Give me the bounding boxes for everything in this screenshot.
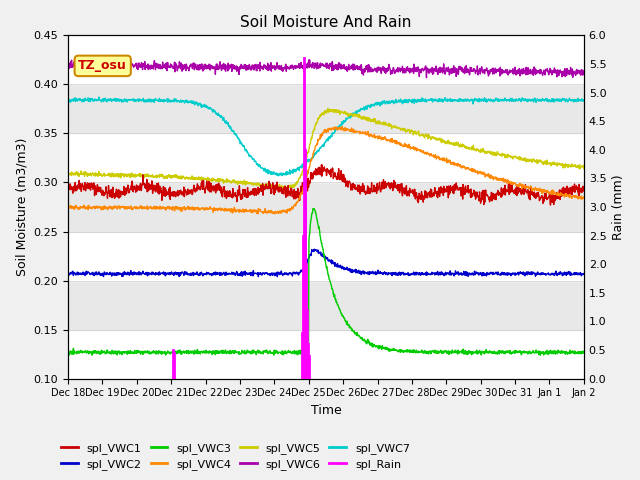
Bar [68, 330, 584, 379]
Y-axis label: Soil Moisture (m3/m3): Soil Moisture (m3/m3) [15, 138, 28, 276]
X-axis label: Time: Time [310, 404, 341, 417]
Bar [68, 231, 584, 281]
Y-axis label: Rain (mm): Rain (mm) [612, 174, 625, 240]
Legend: spl_VWC1, spl_VWC2, spl_VWC3, spl_VWC4, spl_VWC5, spl_VWC6, spl_VWC7, spl_Rain: spl_VWC1, spl_VWC2, spl_VWC3, spl_VWC4, … [57, 438, 415, 474]
Bar [68, 182, 584, 231]
Text: TZ_osu: TZ_osu [78, 60, 127, 72]
Bar [68, 36, 584, 84]
Bar [68, 84, 584, 133]
Bar [68, 281, 584, 330]
Title: Soil Moisture And Rain: Soil Moisture And Rain [240, 15, 412, 30]
Bar [68, 133, 584, 182]
